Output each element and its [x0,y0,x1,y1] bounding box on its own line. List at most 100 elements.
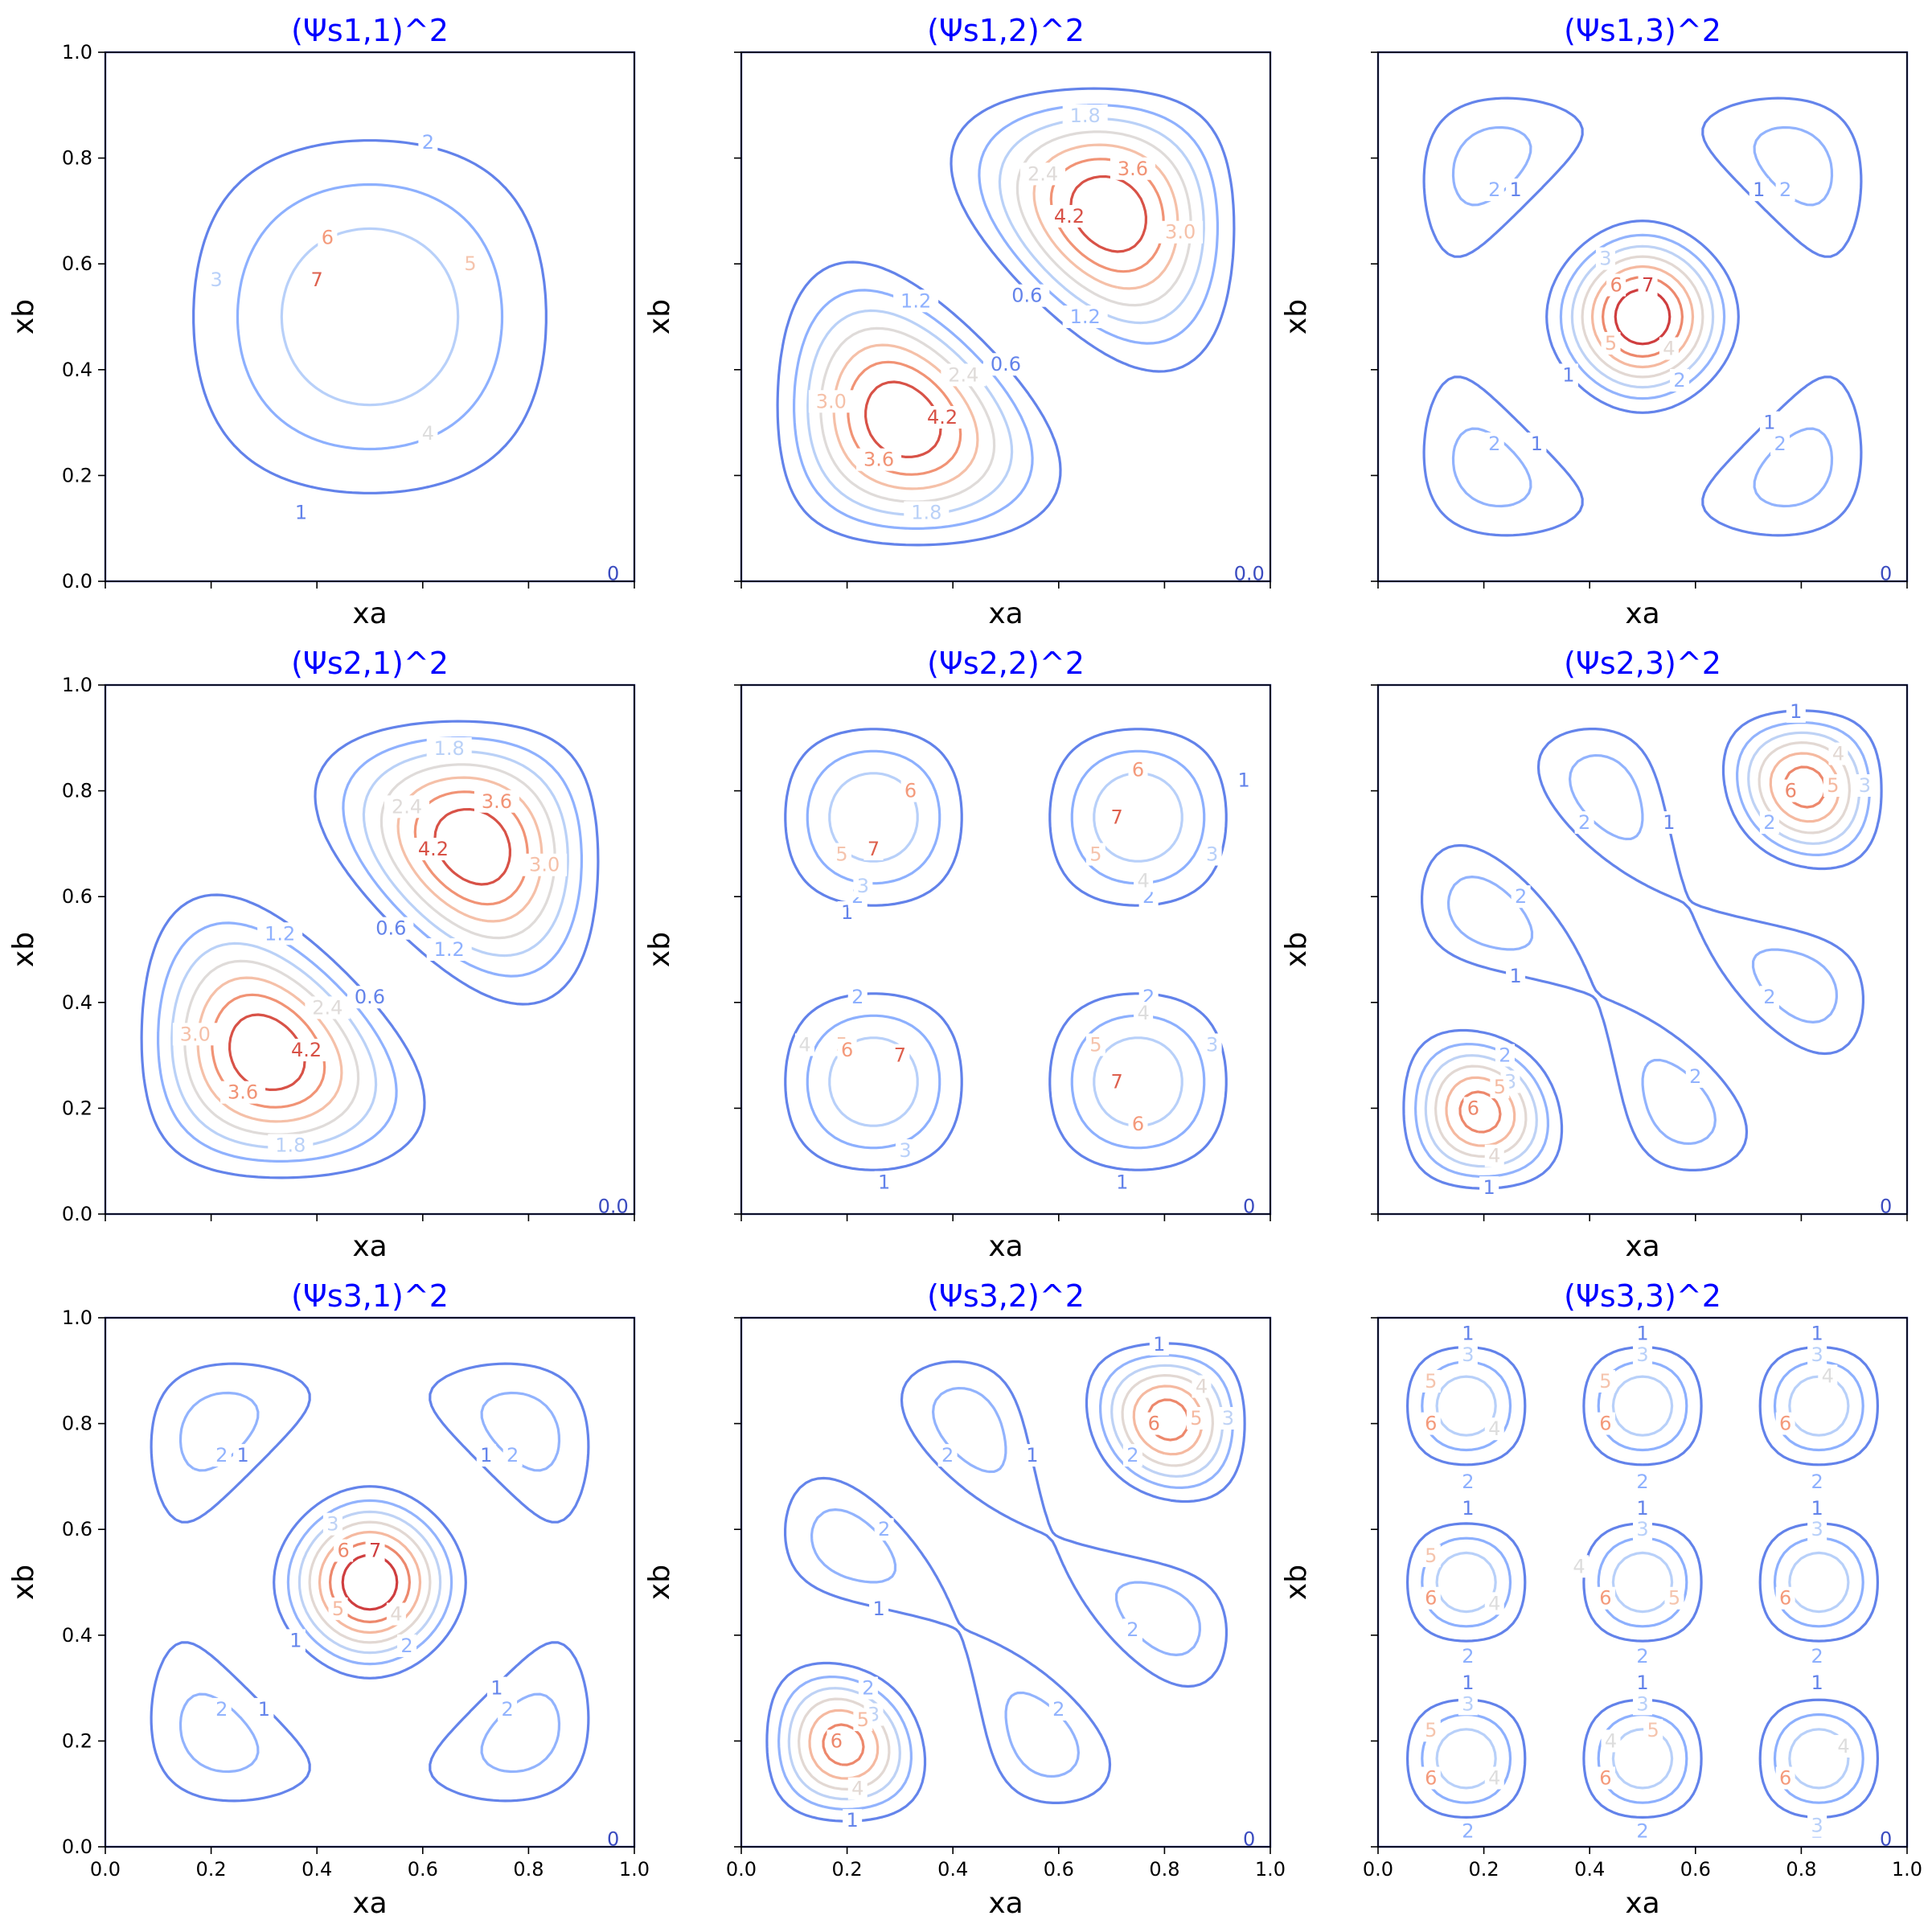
contour-label: 3.0 [816,390,847,412]
x-tick-label: 0.8 [1786,1858,1816,1881]
contour-line-zero [740,51,1272,583]
contour-label-zero: 0 [1880,1196,1892,1218]
contour-label: 1 [1562,363,1574,386]
x-tick-label: 1.0 [619,1858,650,1881]
contour-label: 2 [1126,1618,1138,1641]
contour-label: 6 [904,780,917,802]
contour-label: 5 [1668,1587,1680,1610]
contour-label-backdrop [890,1044,910,1067]
contour-label-backdrop [920,406,966,429]
contour-label-backdrop [1807,1672,1827,1695]
contour-lines [1406,1346,1879,1819]
contour-label: 5 [857,1709,869,1731]
contour-label: 2 [941,1444,954,1467]
contour-label-backdrop [291,501,311,524]
contour-line-level-2 [810,1508,897,1584]
contour-label: 3 [1811,1518,1823,1540]
contour-line-zero [104,683,636,1216]
contour-label-backdrop [837,1039,857,1062]
contour-label-backdrop [808,390,854,413]
contour-label-backdrop [322,1512,343,1536]
contour-label: 1 [1462,1323,1474,1345]
contour-label-backdrop [328,1597,348,1620]
contour-line-level-1 [784,728,963,907]
contour-label-backdrop [1085,843,1105,866]
x-axis-label: xa [1625,1887,1659,1920]
contour-label: 1 [1483,1176,1495,1199]
contour-line-level-1 [273,1485,467,1680]
contour-label-backdrop [1807,1645,1827,1668]
contour-label: 3 [1636,1518,1648,1540]
x-tick-label: 1.0 [1255,1858,1286,1881]
contour-label-backdrop [1421,1766,1441,1790]
contour-line-level-2 [1451,125,1532,207]
contour-label: 4.2 [927,406,958,429]
contour-label-backdrop [847,986,868,1009]
y-axis-label: xb [643,932,676,967]
contour-label: 1.8 [275,1134,306,1156]
contour-line-zero [1376,1316,1909,1848]
contour-label: 5 [835,843,847,866]
contour-label-backdrop [1506,178,1526,202]
contour-label: 2 [422,131,434,154]
contour-label: 2 [400,1635,412,1657]
contour-label-zero: 0 [1243,1828,1255,1851]
contour-label: 4.2 [418,838,449,860]
contour-label: 1.2 [1070,306,1101,328]
contour-label: 4 [851,1778,863,1800]
contour-label-backdrop [207,268,227,291]
y-tick-label: 0.8 [62,780,92,802]
contour-line-level-3 [1435,1375,1497,1437]
contour-label: 6 [1599,1587,1611,1610]
contour-label: 2 [1811,1645,1823,1668]
contour-label-backdrop [874,1518,894,1541]
contour-label: 5 [1089,843,1101,866]
contour-label: 6 [1425,1587,1437,1610]
contour-label-backdrop [1202,1033,1222,1056]
contour-line-level-2 [1736,721,1871,856]
contour-label: 2.4 [948,363,978,386]
contour-label-backdrop [1495,1044,1515,1067]
contour-line-level-3 [280,227,460,407]
contour-label: 5 [1425,1544,1437,1567]
contour-label: 1 [1026,1444,1038,1467]
contour-label-backdrop [1569,1555,1589,1578]
contour-label: 0.6 [1011,285,1042,307]
contour-label: 3.0 [180,1023,211,1045]
contour-label-backdrop [1202,843,1222,866]
contour-line-level-1 [1402,1028,1564,1190]
contour-label: 2 [1636,1645,1648,1668]
contour-label: 1 [236,1444,248,1467]
x-tick-label: 0.4 [1574,1858,1605,1881]
contour-label-backdrop [220,1081,266,1104]
contour-line-level-2 [1773,1536,1864,1628]
contour-label: 2 [878,1518,890,1540]
contour-label: 3 [1811,1343,1823,1366]
contour-label: 1 [1237,769,1249,791]
contour-line-level-1 [1758,1698,1879,1819]
contour-line-level-1 [150,1641,311,1803]
contour-line-level-1 [150,1362,311,1524]
contour-line-level-1 [1536,728,1864,1056]
x-tick-label: 0.0 [90,1858,121,1881]
contour-label: 0.6 [375,917,406,940]
axes-frame [1377,1317,1908,1848]
contour-label-backdrop [1807,1496,1827,1520]
contour-label-backdrop [1479,1176,1499,1200]
x-tick-label: 0.2 [196,1858,227,1881]
contour-line-level-1 [1421,843,1749,1171]
contour-label: 1.8 [911,501,941,523]
contour-label-backdrop [1633,1645,1652,1668]
contour-label-backdrop [1062,104,1108,127]
contour-panel-5: 1111222233334445555666677770(Ψs2,2)^2xax… [643,646,1272,1263]
contour-label-backdrop [257,922,303,946]
contour-label-backdrop [285,1629,306,1652]
y-tick-label: 0.6 [62,252,92,275]
contour-line-level-5 [1445,1076,1516,1147]
contour-label-backdrop [1421,1412,1441,1435]
contour-line-level-1 [1406,1522,1527,1643]
contour-line-level-3 [297,1510,442,1655]
contour-label: 5 [1425,1370,1437,1393]
contour-line-level-7 [1614,288,1672,346]
contour-label: 1 [490,1677,502,1700]
